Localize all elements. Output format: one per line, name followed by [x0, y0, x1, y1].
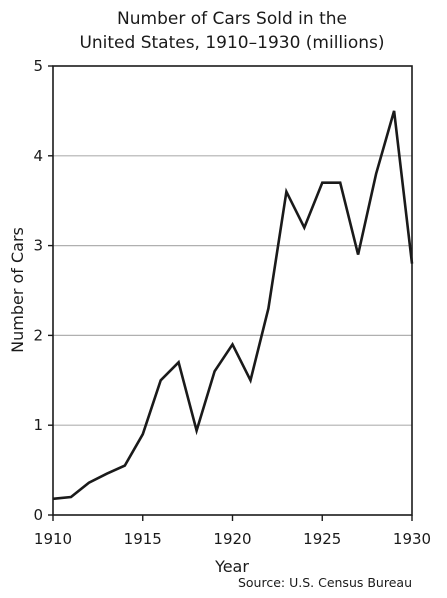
y-tick-label-0: 0 — [33, 506, 43, 524]
y-tick-label-4: 4 — [33, 147, 43, 165]
source-note: Source: U.S. Census Bureau — [238, 575, 412, 590]
y-tick-label-3: 3 — [33, 237, 43, 255]
series-layer — [52, 110, 414, 501]
x-tick-label-1920: 1920 — [213, 530, 251, 548]
chart-title-line-1: Number of Cars Sold in the — [117, 9, 347, 29]
y-tick-label-2: 2 — [33, 326, 43, 344]
series-line-0 — [52, 110, 414, 501]
x-tick-label-1915: 1915 — [124, 530, 162, 548]
gridlines — [53, 155, 412, 426]
x-axis-label: Year — [214, 557, 249, 576]
y-tick-label-1: 1 — [33, 416, 43, 434]
x-tick-label-1925: 1925 — [303, 530, 341, 548]
y-tick-label-5: 5 — [33, 57, 43, 75]
plot-frame — [52, 65, 413, 516]
chart-title-line-2: United States, 1910–1930 (millions) — [79, 33, 384, 53]
x-tick-label-1930: 1930 — [393, 530, 431, 548]
axis-ticks: 0 1 2 3 4 5 1910 1915 1920 1925 1930 — [33, 57, 431, 548]
y-axis-label: Number of Cars — [8, 227, 27, 353]
x-tick-label-1910: 1910 — [34, 530, 72, 548]
